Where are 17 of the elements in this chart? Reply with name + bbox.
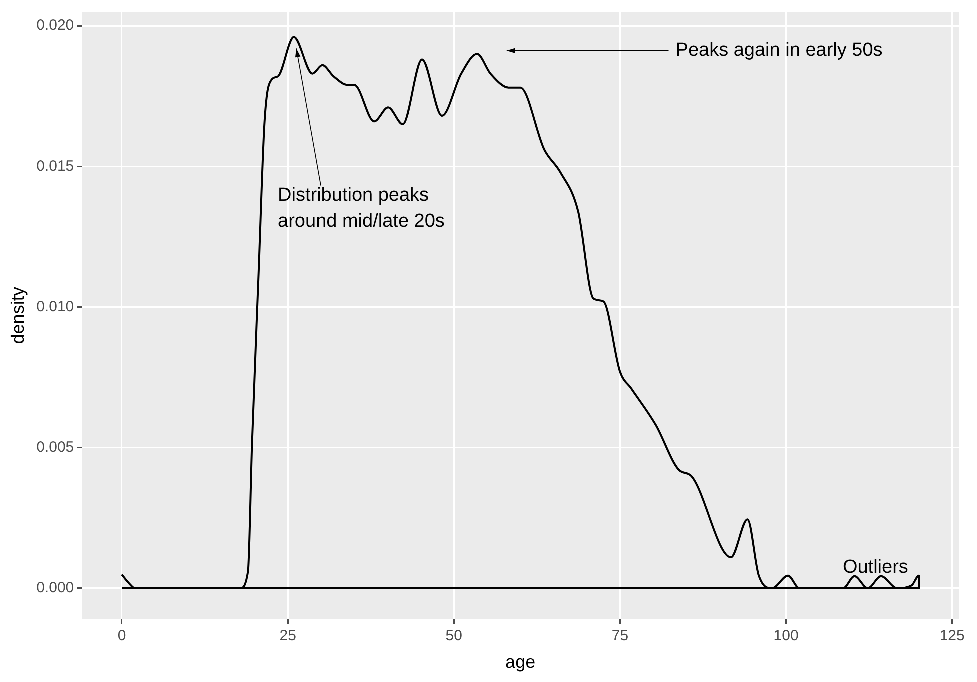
x-axis-title: age	[506, 652, 536, 672]
x-tick-label: 125	[940, 628, 965, 645]
x-tick-label: 0	[118, 628, 126, 645]
y-axis-title: density	[8, 287, 28, 344]
x-tick-label: 75	[612, 628, 629, 645]
x-tick-label: 100	[774, 628, 799, 645]
annotation: Outliers	[842, 557, 908, 578]
y-tick-label: 0.010	[36, 298, 74, 316]
annotation: Distribution peaks around mid/late 20s	[278, 184, 445, 232]
y-tick-label: 0.020	[36, 17, 74, 34]
y-tick-label: 0.005	[36, 439, 74, 456]
annotation: Peaks again in early 50s	[676, 40, 883, 62]
line-series	[120, 36, 920, 590]
x-tick-label: 50	[446, 628, 462, 645]
x-tick-label: 25	[280, 628, 296, 645]
y-tick-label: 0.000	[36, 580, 74, 597]
y-tick-label: 0.015	[36, 158, 74, 175]
